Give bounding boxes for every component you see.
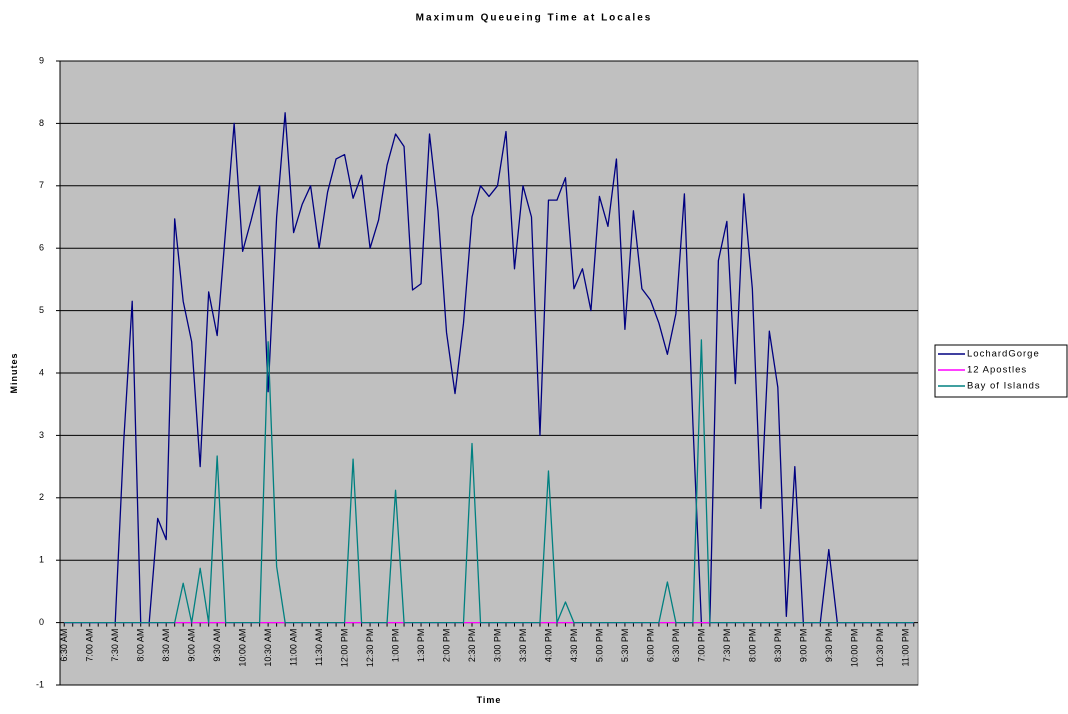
x-axis-title: Time [477,695,502,705]
x-tick-label: 7:00 AM [85,629,95,662]
y-tick-label: 6 [39,243,44,253]
x-tick-label: 11:30 AM [314,629,324,666]
x-tick-label: 10:00 PM [849,629,859,668]
y-tick-label: 0 [39,617,44,627]
x-tick-label: 9:00 PM [798,629,808,663]
x-tick-label: 8:30 AM [161,629,171,662]
x-tick-label: 10:30 PM [875,629,885,668]
x-tick-label: 12:00 PM [340,629,350,668]
series-line [64,112,914,624]
x-tick-label: 7:00 PM [696,629,706,663]
y-tick-label: 4 [39,367,44,377]
x-tick-label: 9:00 AM [187,629,197,662]
x-tick-label: 10:00 AM [238,629,248,667]
x-tick-label: 2:30 PM [467,629,477,663]
x-tick-label: 5:00 PM [594,629,604,663]
x-tick-label: 10:30 AM [263,629,273,667]
x-tick-label: 9:30 AM [212,629,222,662]
y-tick-label: 7 [39,180,44,190]
legend-label: 12 Apostles [967,365,1027,376]
x-tick-label: 12:30 PM [365,629,375,668]
x-tick-label: 3:30 PM [518,629,528,663]
x-tick-label: 4:00 PM [543,629,553,663]
x-tick-label: 8:30 PM [773,629,783,663]
x-tick-label: 9:30 PM [824,629,834,663]
x-tick-label: 5:30 PM [620,629,630,663]
x-tick-label: 4:30 PM [569,629,579,663]
x-tick-label: 7:30 AM [110,629,120,662]
x-tick-label: 11:00 AM [289,629,299,666]
y-tick-label: 2 [39,492,44,502]
y-tick-label: 1 [39,555,44,565]
x-tick-label: 1:30 PM [416,629,426,663]
y-axis-title: Minutes [9,352,19,393]
y-tick-label: 9 [39,55,44,65]
x-tick-label: 3:00 PM [492,629,502,663]
x-tick-label: 8:00 PM [747,629,757,663]
x-tick-label: 2:00 PM [442,629,452,663]
y-tick-label: 3 [39,430,44,440]
x-tick-label: 8:00 AM [136,629,146,662]
legend-label: LochardGorge [967,349,1040,360]
x-tick-label: 1:00 PM [391,629,401,663]
chart-title: Maximum Queueing Time at Locales [416,13,653,24]
series-line [64,339,914,624]
y-tick-label: 8 [39,118,44,128]
x-tick-label: 6:30 PM [671,629,681,663]
x-tick-label: 7:30 PM [722,629,732,663]
x-tick-label: 6:00 PM [645,629,655,663]
x-tick-label: 11:00 PM [900,629,910,667]
y-tick-label: 5 [39,305,44,315]
y-tick-label: -1 [36,679,44,689]
x-tick-label: 6:30 AM [59,629,69,662]
legend-label: Bay of Islands [967,381,1041,392]
